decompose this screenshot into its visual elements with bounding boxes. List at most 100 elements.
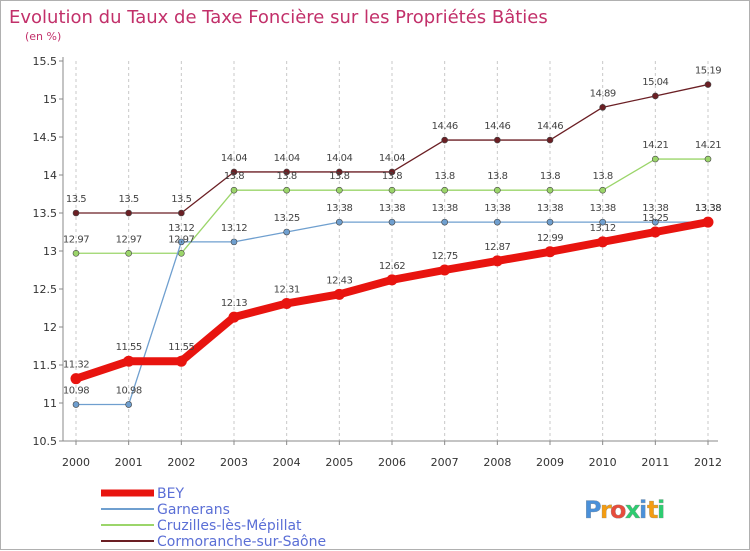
- data-label-bey: 12.13: [221, 298, 247, 309]
- series-group: [70, 81, 714, 408]
- data-point-bey: [597, 236, 609, 248]
- data-label-garnerans: 10.98: [63, 386, 89, 397]
- data-point-cormoranche-sur-sa-ne: [494, 136, 501, 144]
- data-point-garnerans: [230, 238, 238, 246]
- data-label-garnerans: 13.12: [221, 223, 247, 234]
- data-point-cormoranche-sur-sa-ne: [125, 209, 132, 217]
- y-tick-label: 13: [43, 245, 57, 258]
- data-point-garnerans: [72, 401, 80, 408]
- data-label-cruzilles-l-s-m-pillat: 13.8: [540, 171, 560, 182]
- y-tick-label: 13.5: [33, 207, 58, 220]
- data-label-garnerans: 13.38: [695, 203, 721, 214]
- data-point-cruzilles-l-s-m-pillat: [72, 249, 80, 257]
- data-point-bey: [281, 297, 293, 309]
- data-point-cruzilles-l-s-m-pillat: [546, 186, 554, 194]
- data-point-garnerans: [125, 401, 132, 408]
- data-point-cormoranche-sur-sa-ne: [178, 209, 185, 217]
- y-tick-label: 14: [43, 169, 57, 182]
- chart-title: Evolution du Taux de Taxe Foncière sur l…: [9, 7, 548, 28]
- data-label-cruzilles-l-s-m-pillat: 13.8: [224, 171, 244, 182]
- data-label-garnerans: 13.38: [326, 203, 352, 214]
- data-label-cormoranche-sur-sa-ne: 14.46: [537, 121, 563, 132]
- x-tick-label: 2002: [167, 456, 195, 469]
- data-point-cormoranche-sur-sa-ne: [283, 168, 290, 176]
- data-label-cruzilles-l-s-m-pillat: 14.21: [695, 140, 721, 151]
- data-label-cormoranche-sur-sa-ne: 13.5: [66, 194, 86, 205]
- data-point-bey: [544, 246, 556, 258]
- data-point-garnerans: [546, 218, 554, 226]
- data-label-cruzilles-l-s-m-pillat: 12.97: [168, 234, 194, 245]
- data-label-bey: 13.38: [695, 203, 721, 214]
- data-label-bey: 12.62: [379, 261, 405, 272]
- data-point-cruzilles-l-s-m-pillat: [178, 249, 185, 257]
- data-point-bey: [386, 274, 398, 286]
- data-point-garnerans: [178, 238, 185, 246]
- data-label-bey: 12.75: [432, 251, 458, 262]
- data-label-cruzilles-l-s-m-pillat: 13.8: [487, 171, 507, 182]
- y-tick-label: 10.5: [33, 435, 58, 448]
- x-tick-label: 2007: [431, 456, 459, 469]
- data-point-bey: [439, 264, 451, 276]
- x-tick-label: 2001: [115, 456, 143, 469]
- logo-letter: r: [600, 496, 612, 524]
- data-label-cormoranche-sur-sa-ne: 15.19: [695, 66, 721, 77]
- data-label-cormoranche-sur-sa-ne: 14.89: [590, 88, 616, 99]
- data-label-bey: 13.12: [590, 223, 616, 234]
- data-label-cormoranche-sur-sa-ne: 13.5: [119, 194, 139, 205]
- data-point-cruzilles-l-s-m-pillat: [283, 186, 290, 194]
- x-tick-label: 2008: [483, 456, 511, 469]
- data-point-cormoranche-sur-sa-ne: [441, 136, 448, 144]
- data-point-bey: [649, 226, 661, 238]
- data-label-garnerans: 13.38: [484, 203, 510, 214]
- data-point-bey: [702, 216, 714, 228]
- data-label-cruzilles-l-s-m-pillat: 12.97: [116, 234, 142, 245]
- data-label-bey: 12.87: [484, 242, 510, 253]
- x-tick-label: 2000: [62, 456, 90, 469]
- data-label-garnerans: 13.38: [432, 203, 458, 214]
- data-point-garnerans: [283, 228, 290, 236]
- data-point-cormoranche-sur-sa-ne: [72, 209, 80, 217]
- x-tick-label: 2009: [536, 456, 564, 469]
- data-label-cruzilles-l-s-m-pillat: 13.8: [593, 171, 613, 182]
- data-point-cruzilles-l-s-m-pillat: [125, 249, 132, 257]
- data-label-cormoranche-sur-sa-ne: 13.5: [171, 194, 191, 205]
- data-point-garnerans: [494, 218, 501, 226]
- data-point-cruzilles-l-s-m-pillat: [599, 186, 606, 194]
- chart-subtitle: (en %): [25, 30, 61, 43]
- data-label-bey: 11.55: [168, 342, 194, 353]
- grid: [75, 61, 709, 441]
- data-label-cruzilles-l-s-m-pillat: 12.97: [63, 234, 89, 245]
- data-point-garnerans: [336, 218, 343, 226]
- legend-label: Cruzilles-lès-Mépillat: [157, 518, 302, 534]
- data-point-bey: [333, 288, 345, 300]
- y-tick-label: 15: [43, 93, 57, 106]
- data-point-garnerans: [599, 218, 606, 226]
- logo-letter: i: [657, 496, 665, 524]
- data-label-cruzilles-l-s-m-pillat: 14.21: [642, 140, 668, 151]
- data-point-garnerans: [441, 218, 448, 226]
- data-point-cormoranche-sur-sa-ne: [230, 168, 238, 176]
- data-point-garnerans: [388, 218, 396, 226]
- data-point-bey: [123, 355, 135, 367]
- y-tick-label: 11: [43, 397, 57, 410]
- x-tick-label: 2011: [641, 456, 669, 469]
- data-label-cormoranche-sur-sa-ne: 14.04: [274, 153, 300, 164]
- data-point-garnerans: [652, 218, 659, 226]
- legend-label: BEY: [157, 486, 184, 502]
- data-point-cormoranche-sur-sa-ne: [704, 81, 712, 88]
- x-tick-label: 2005: [325, 456, 353, 469]
- data-point-bey: [175, 355, 187, 367]
- data-label-bey: 12.31: [274, 284, 300, 295]
- data-label-garnerans: 13.38: [537, 203, 563, 214]
- axes: 10.5 11 11.5 12 12.5 13 13.5 14 14.5 15 15.5 2000 20…: [33, 55, 723, 469]
- logo-letter: i: [639, 496, 647, 524]
- data-point-cruzilles-l-s-m-pillat: [336, 186, 343, 194]
- x-tick-label: 2012: [694, 456, 722, 469]
- data-point-cormoranche-sur-sa-ne: [652, 92, 659, 100]
- data-point-cruzilles-l-s-m-pillat: [230, 186, 238, 194]
- x-tick-label: 2006: [378, 456, 406, 469]
- data-point-cormoranche-sur-sa-ne: [599, 104, 606, 111]
- data-label-garnerans: 13.12: [168, 223, 194, 234]
